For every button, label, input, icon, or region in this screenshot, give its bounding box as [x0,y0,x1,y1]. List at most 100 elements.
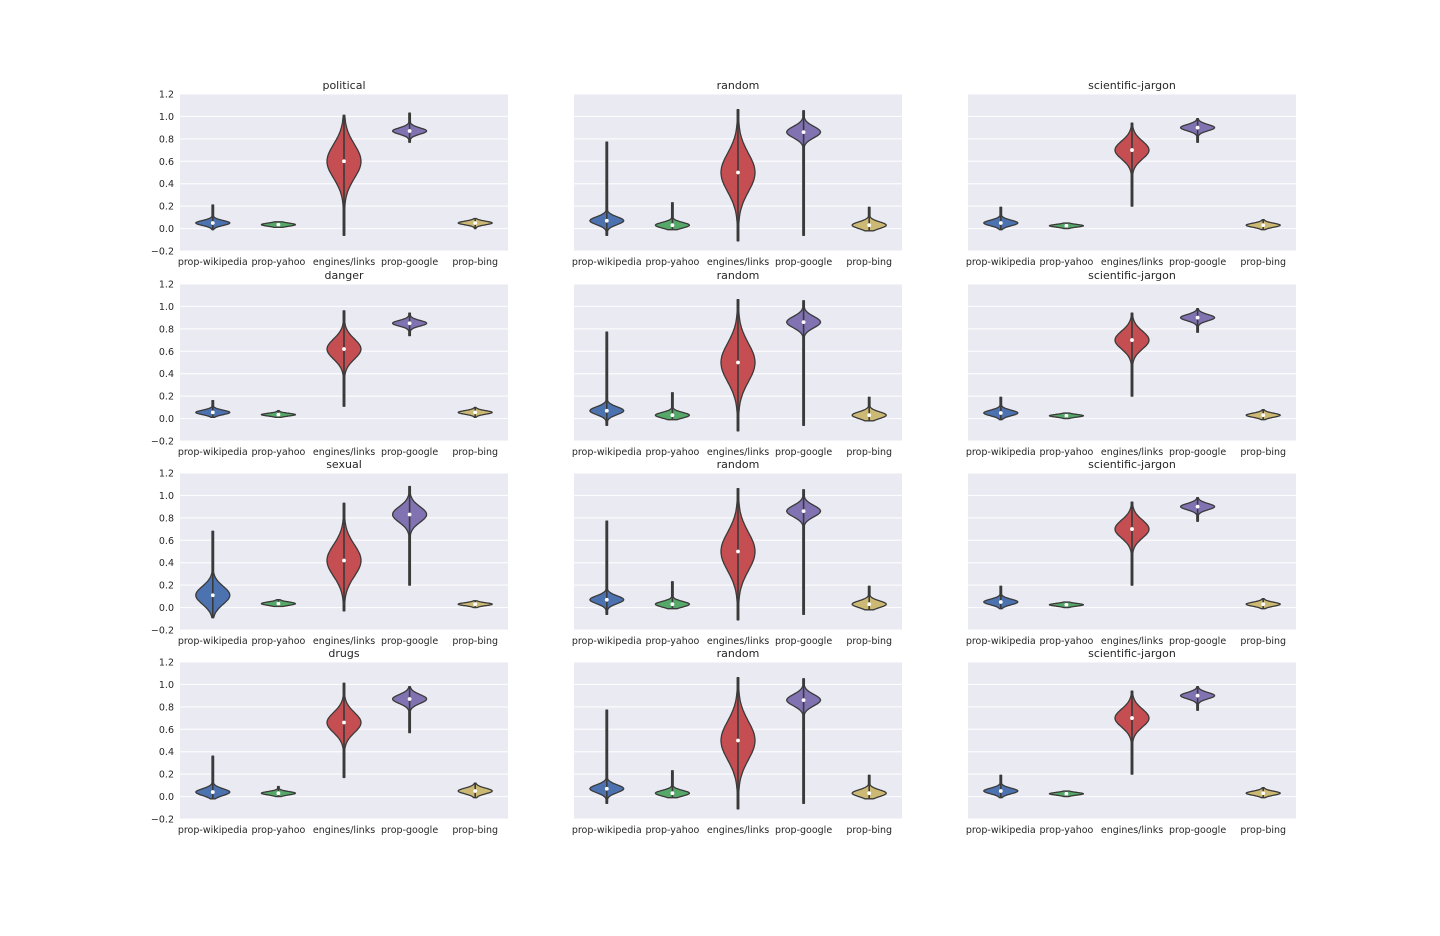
y-tick-label: 0.0 [159,603,174,614]
panel-title: scientific-jargon [1088,458,1176,471]
x-tick-label: prop-bing [452,257,498,268]
median-point [473,221,478,225]
x-tick-label: prop-wikipedia [178,636,248,647]
x-tick-label: prop-google [1169,447,1226,458]
x-tick-label: engines/links [707,257,769,268]
x-tick-label: prop-wikipedia [178,447,248,458]
y-tick-label: 0.8 [159,134,174,145]
x-tick-label: prop-bing [452,825,498,836]
median-point [473,789,478,793]
median-point [342,720,346,725]
median-point [604,408,609,413]
median-point [670,602,675,607]
x-tick-label: prop-wikipedia [966,825,1036,836]
x-tick-label: engines/links [707,447,769,458]
median-point [210,221,215,225]
x-tick-label: prop-google [775,447,832,458]
x-tick-label: prop-yahoo [251,636,305,647]
y-tick-label: 0.0 [159,792,174,803]
median-point [1195,315,1200,320]
x-tick-label: prop-yahoo [645,447,699,458]
median-point [998,221,1003,225]
panel-2-random: random prop-wikipedia prop-yahoo engines/li… [572,79,902,268]
median-point [670,223,675,228]
x-tick-label: prop-wikipedia [966,257,1036,268]
x-tick-label: prop-bing [1240,636,1286,647]
median-point [1195,125,1200,130]
median-point [473,410,478,415]
x-tick-label: prop-bing [1240,447,1286,458]
median-point [1261,602,1266,607]
median-point [276,601,281,606]
x-tick-label: prop-wikipedia [572,825,642,836]
median-point [1195,693,1200,698]
x-tick-label: engines/links [1101,447,1163,458]
x-tick-label: prop-bing [1240,257,1286,268]
median-point [604,597,609,602]
panel-title: sexual [326,458,362,471]
x-tick-label: prop-yahoo [1039,825,1093,836]
median-point [1261,223,1266,228]
median-point [342,159,346,164]
x-tick-label: prop-yahoo [1039,447,1093,458]
x-tick-label: prop-yahoo [645,257,699,268]
median-point [736,738,740,743]
x-tick-label: engines/links [313,825,375,836]
x-tick-label: prop-bing [846,636,892,647]
x-tick-label: prop-google [775,825,832,836]
x-tick-label: prop-yahoo [645,636,699,647]
panel-title: random [717,269,760,282]
y-tick-label: 0.4 [159,747,174,758]
x-tick-label: prop-wikipedia [572,636,642,647]
median-point [670,413,675,418]
median-point [801,320,806,325]
y-tick-label: −0.2 [151,626,174,637]
y-tick-label: 1.2 [159,280,174,291]
panel-title: random [717,458,760,471]
x-tick-label: prop-wikipedia [572,447,642,458]
median-point [736,360,740,365]
x-tick-label: prop-bing [452,636,498,647]
panel-title: random [717,647,760,660]
y-tick-label: 0.4 [159,558,174,569]
y-tick-label: 0.6 [159,157,174,168]
x-tick-label: prop-yahoo [251,257,305,268]
y-tick-label: 0.2 [159,581,174,592]
panel-11-random: random prop-wikipedia prop-yahoo engines/li… [572,647,902,836]
x-tick-label: prop-google [381,825,438,836]
panel-1-political: −0.2 0.0 0.2 0.4 0.6 0.8 1.0 1.2 political prop-w… [151,79,508,268]
panel-9-scientific-jargon: scientific-jargon prop-wikipedia prop-yaho… [966,458,1296,647]
x-tick-label: engines/links [1101,636,1163,647]
x-tick-label: prop-wikipedia [966,447,1036,458]
median-point [998,789,1003,793]
median-point [867,413,872,418]
panel-4-danger: −0.2 0.0 0.2 0.4 0.6 0.8 1.0 1.2 danger prop-wiki… [151,269,508,458]
y-tick-label: 0.6 [159,536,174,547]
x-tick-label: prop-bing [452,447,498,458]
x-tick-label: prop-google [381,447,438,458]
y-tick-label: 0.8 [159,324,174,335]
median-point [604,218,609,223]
median-point [407,321,412,326]
x-tick-label: prop-wikipedia [572,257,642,268]
median-point [407,129,412,133]
median-point [342,347,346,351]
x-tick-label: prop-bing [1240,825,1286,836]
median-point [473,602,478,607]
median-point [1064,223,1069,228]
y-tick-label: 0.6 [159,725,174,736]
y-tick-label: 1.2 [159,469,174,480]
median-point [342,558,346,563]
median-point [736,549,740,554]
x-tick-label: prop-wikipedia [178,825,248,836]
median-point [998,411,1003,415]
x-tick-label: prop-google [1169,636,1226,647]
x-tick-label: prop-wikipedia [966,636,1036,647]
median-point [1064,602,1069,607]
panel-title: drugs [328,647,359,660]
median-point [998,600,1003,604]
x-tick-label: prop-bing [846,257,892,268]
x-tick-label: engines/links [1101,257,1163,268]
median-point [210,410,215,415]
